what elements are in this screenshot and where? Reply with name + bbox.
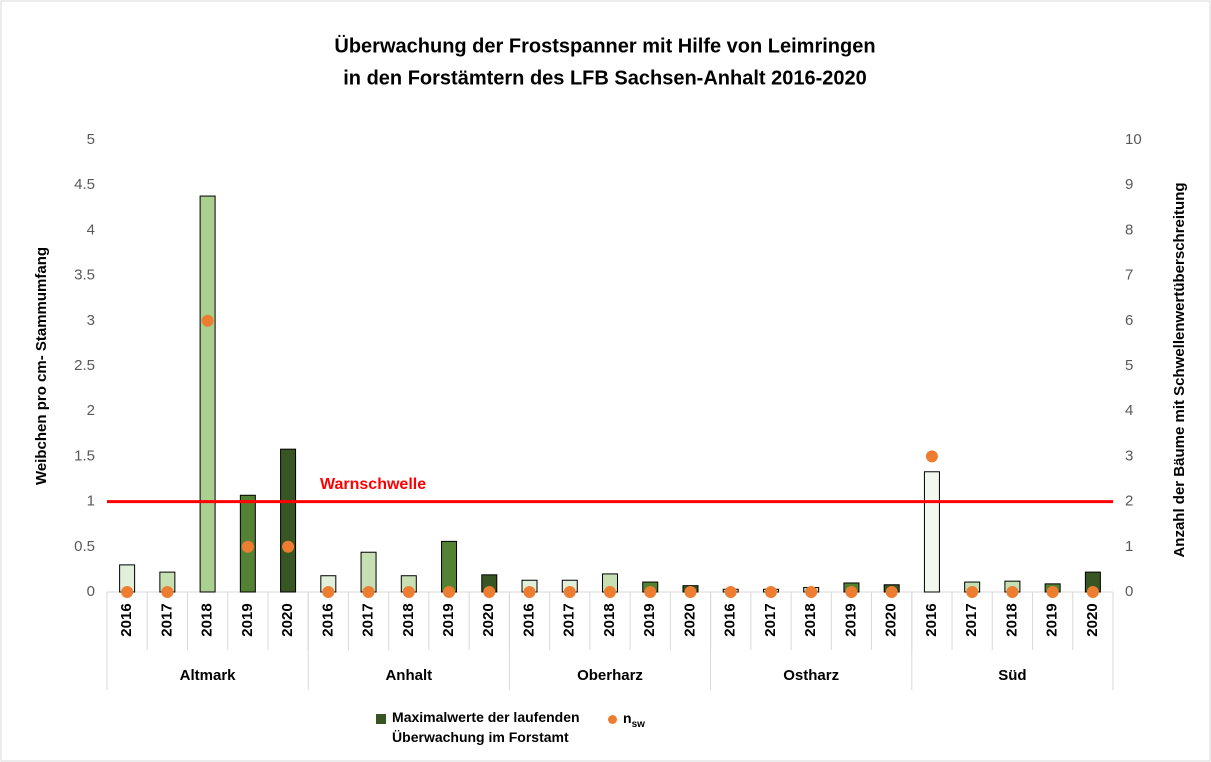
x-tick-label: 2017 [762, 603, 779, 636]
y-tick-label: 4 [87, 221, 95, 238]
point [764, 586, 777, 598]
point [1046, 586, 1059, 598]
x-tick-label: 2020 [279, 603, 296, 636]
point [201, 314, 214, 327]
group-label: Altmark [180, 667, 237, 684]
point [925, 450, 938, 463]
y2-tick-label: 0 [1125, 583, 1133, 600]
x-tick-label: 2020 [883, 603, 900, 636]
legend-swatch [608, 715, 618, 724]
point [805, 586, 818, 598]
x-tick-label: 2016 [118, 603, 135, 636]
point [282, 540, 295, 553]
point [1086, 586, 1099, 598]
bar [923, 471, 940, 593]
bar [199, 195, 216, 593]
point [885, 586, 898, 598]
legend-label-sub: sw [631, 718, 645, 730]
x-tick-label: 2016 [319, 603, 336, 636]
y-tick-label: 2 [87, 402, 95, 419]
point [1006, 586, 1019, 598]
legend-item: Maximalwerte der laufenden Überwachung i… [376, 709, 582, 747]
x-tick-label: 2019 [440, 603, 457, 636]
x-tick-label: 2020 [480, 603, 497, 636]
x-tick-label: 2018 [199, 603, 216, 636]
y2-tick-label: 8 [1125, 221, 1133, 238]
legend-label: Maximalwerte der laufenden Überwachung i… [392, 709, 580, 745]
chart-title: Überwachung der Frostspanner mit Hilfe v… [334, 34, 875, 57]
threshold-label: Warnschwelle [320, 476, 426, 493]
chart-title: in den Forstämtern des LFB Sachsen-Anhal… [343, 67, 867, 89]
point [684, 586, 697, 598]
y-tick-label: 1 [87, 493, 95, 510]
point [322, 586, 335, 598]
y-tick-label: 3 [87, 312, 95, 329]
y2-tick-label: 7 [1125, 267, 1133, 284]
point [644, 586, 657, 598]
point [241, 540, 254, 553]
point [845, 586, 858, 598]
legend-swatch [376, 714, 387, 724]
x-tick-label: 2018 [400, 603, 417, 636]
y2-tick-label: 6 [1125, 312, 1133, 329]
y2-tick-label: 1 [1125, 538, 1133, 555]
group-label: Süd [998, 667, 1026, 684]
x-tick-label: 2020 [681, 603, 698, 636]
x-tick-label: 2016 [923, 603, 940, 636]
x-tick-label: 2019 [641, 603, 658, 636]
y-axis-label: Weibchen pro cm- Stammumfang [33, 247, 50, 485]
y2-tick-label: 9 [1125, 176, 1133, 193]
y2-tick-label: 10 [1125, 131, 1142, 148]
y-tick-label: 1.5 [74, 447, 95, 464]
x-tick-label: 2018 [1003, 603, 1020, 636]
y-tick-label: 4.5 [74, 176, 95, 193]
point [362, 586, 375, 598]
x-tick-label: 2017 [360, 603, 377, 636]
x-tick-label: 2018 [802, 603, 819, 636]
group-label: Anhalt [385, 667, 432, 684]
x-tick-label: 2019 [1044, 603, 1061, 636]
y-tick-label: 0.5 [74, 538, 95, 555]
group-label: Ostharz [783, 667, 839, 684]
y2-tick-label: 2 [1125, 493, 1133, 510]
point [443, 586, 456, 598]
x-tick-label: 2017 [963, 603, 980, 636]
point [966, 586, 979, 598]
y-tick-label: 0 [87, 583, 95, 600]
bar [441, 540, 458, 593]
legend-label: nsw [623, 710, 645, 730]
point [563, 586, 576, 598]
y2-tick-label: 5 [1125, 357, 1133, 374]
point [724, 586, 737, 598]
point [483, 586, 496, 598]
point [402, 586, 415, 598]
x-tick-label: 2017 [561, 603, 578, 636]
x-tick-label: 2016 [520, 603, 537, 636]
x-tick-label: 2019 [842, 603, 859, 636]
point [161, 586, 174, 598]
point [121, 586, 134, 598]
y2-tick-label: 4 [1125, 402, 1133, 419]
y-tick-label: 2.5 [74, 357, 95, 374]
y2-tick-label: 3 [1125, 447, 1133, 464]
group-label: Oberharz [577, 667, 643, 684]
point [604, 586, 616, 598]
y-tick-label: 3.5 [74, 267, 95, 284]
x-tick-label: 2020 [1084, 603, 1101, 636]
y-tick-label: 5 [87, 131, 95, 148]
x-tick-label: 2018 [601, 603, 618, 636]
legend-label-main: n [623, 710, 632, 726]
y2-axis-label: Anzahl der Bäume mit Schwellenwertübersc… [1171, 182, 1188, 557]
legend-item: nsw [608, 710, 645, 747]
legend: Maximalwerte der laufenden Überwachung i… [0, 709, 1211, 747]
x-tick-label: 2016 [722, 603, 739, 636]
point [523, 586, 536, 598]
x-tick-label: 2017 [158, 603, 175, 636]
bar [280, 448, 297, 593]
x-tick-label: 2019 [239, 603, 256, 636]
